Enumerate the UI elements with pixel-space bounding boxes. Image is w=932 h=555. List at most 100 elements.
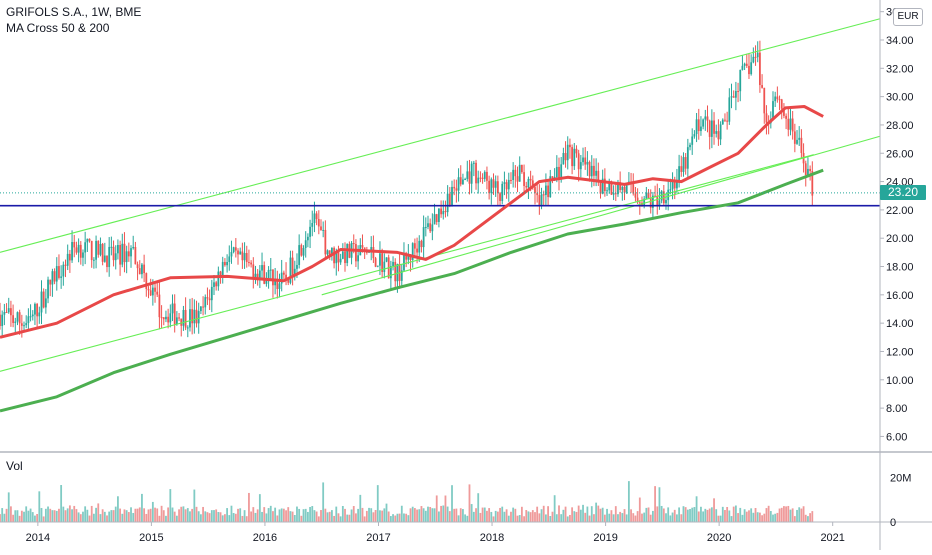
volume-bar [695,496,698,522]
trendline-channel-lower [0,154,814,372]
volume-bar [488,508,491,522]
volume-bar [741,514,744,522]
candle-body [337,251,340,263]
candle-body [678,166,681,182]
volume-bar [210,510,213,522]
volume-bar [219,512,222,522]
candle-body [394,261,397,282]
last-price-label: 23.20 [880,185,926,201]
candle-body [365,251,368,253]
candle-body [86,238,89,243]
volume-bar [173,511,176,522]
volume-bar [715,509,718,522]
candle-body [298,245,301,265]
volume-bar [112,510,115,522]
candle-body [184,309,187,328]
volume-bar [726,506,729,522]
volume-bar [38,491,41,522]
volume-bar [728,510,731,522]
volume-bar [527,511,530,522]
candle-body [499,193,501,201]
volume-bar [134,508,137,522]
volume-bar [217,512,220,522]
volume-bar [60,485,63,522]
volume-bar [599,508,602,522]
candle-body [3,312,6,315]
volume-bar [671,512,674,522]
candle-body [413,243,416,249]
candle-body [734,91,737,98]
volume-bar [27,510,30,522]
chart-title: GRIFOLS S.A., 1W, BME [6,5,142,19]
candle-body [213,282,215,287]
volume-bar [759,512,761,522]
y-tick-label: 26.00 [886,148,914,160]
volume-bar [117,496,119,522]
volume-bar [403,513,405,522]
candle-body [252,264,255,279]
y-tick-label: 16.00 [886,290,914,302]
candle-body [352,243,355,245]
candle-body [435,214,438,222]
candle-body [612,193,615,195]
candle-body [569,144,571,148]
candle-body [241,251,244,261]
volume-bar [379,510,381,522]
volume-bar [243,510,246,522]
candle-body [189,309,191,328]
candle-body [239,251,242,255]
candle-body [780,99,783,109]
candle-body [117,245,119,254]
volume-bar [573,511,576,522]
candle-body [549,176,552,198]
volume-bar [339,516,342,522]
candle-body [807,168,809,175]
candle-body [606,190,608,192]
volume-bar [453,508,456,522]
volume-bar [730,516,733,522]
candle-body [370,247,373,252]
candle-body [416,248,418,253]
volume-bar [280,508,283,522]
candle-body [505,182,508,190]
candle-body [42,291,45,308]
volume-bar [182,506,185,522]
candle-body [684,157,687,169]
candle-body [121,243,124,265]
volume-bar [603,514,606,522]
candle-body [669,189,672,191]
candle-body [520,164,523,173]
currency-badge[interactable]: EUR [893,8,923,26]
volume-bar [68,505,71,522]
x-tick-label: 2016 [253,532,277,544]
volume-bar [376,485,379,522]
volume-bar [632,513,635,522]
volume-bar [584,512,587,522]
volume-bar [481,507,484,522]
candle-body [483,171,486,179]
candle-body [224,261,226,266]
volume-bar [466,515,469,522]
candle-body [320,226,322,231]
volume-bar [588,515,591,522]
volume-bar [739,507,742,522]
candle-body [328,250,331,255]
candle-body [582,157,584,163]
volume-bar [346,514,349,522]
volume-bar [462,509,464,522]
volume-bar [542,505,545,522]
volume-bar [274,507,277,522]
candle-body [272,269,274,286]
moving-averages-group [0,105,824,413]
candle-body [584,157,587,165]
volume-bar [234,513,237,522]
volume-bar [413,508,416,522]
candle-body [182,309,185,326]
volume-bar [127,512,130,522]
candle-body [313,213,316,224]
volume-bar [571,507,574,522]
volume-bar [798,507,801,522]
volume-bar [479,512,482,522]
candle-body [103,255,106,262]
